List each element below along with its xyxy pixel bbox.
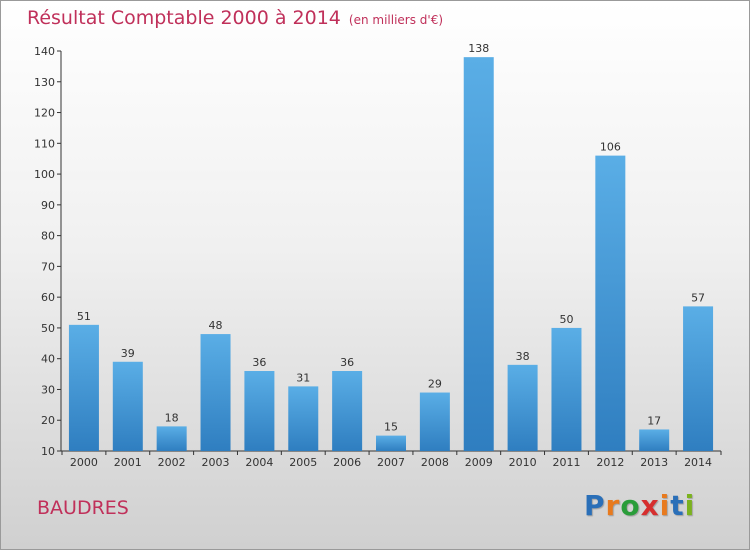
x-tick-label: 2009 [465,456,493,469]
bar [288,386,319,451]
y-tick-label: 40 [41,353,55,366]
bar [595,155,626,451]
x-tick-label: 2014 [684,456,712,469]
bar [639,429,670,451]
x-tick-label: 2011 [552,456,580,469]
data-label: 29 [428,378,442,391]
logo-letter: i [659,489,671,522]
data-labels: 2000 51 2001 39 2002 18 2003 48 2004 36 2005 31 2006… [70,42,712,469]
logo-letter: x [640,489,660,522]
data-label: 51 [77,310,91,323]
x-tick-label: 2012 [596,456,624,469]
x-tick-label: 2006 [333,456,361,469]
bar [68,324,99,451]
x-tick-label: 2003 [202,456,230,469]
y-tick-label: 110 [34,137,55,150]
y-tick-label: 140 [34,45,55,58]
logo-letter: o [620,489,641,522]
x-tick-label: 2007 [377,456,405,469]
y-tick-label: 80 [41,230,55,243]
bar [419,392,450,451]
data-label: 50 [559,313,573,326]
y-tick-label: 30 [41,383,55,396]
bar [200,334,231,451]
logo-letter: r [605,489,621,522]
data-label: 57 [691,291,705,304]
data-label: 38 [516,350,530,363]
y-tick-label: 60 [41,291,55,304]
y-tick-label: 10 [41,445,55,458]
chart-subtitle: (en milliers d'€) [348,13,444,27]
y-tick-label: 50 [41,322,55,335]
x-tick-label: 2005 [289,456,317,469]
bar [156,426,187,451]
x-tick-label: 2001 [114,456,142,469]
logo-letter: P [584,489,606,522]
chart-title: Résultat Comptable 2000 à 2014 (en millie… [27,7,443,29]
x-tick-label: 2000 [70,456,98,469]
y-tick-label: 20 [41,414,55,427]
proxiti-logo: Proxiti [584,489,695,522]
data-label: 48 [209,319,223,332]
data-label: 18 [165,411,179,424]
y-tick-label: 120 [34,107,55,120]
data-label: 138 [468,42,489,55]
bar [332,371,363,451]
logo-letter: t [670,489,685,522]
data-label: 17 [647,414,661,427]
bar [244,371,275,451]
bars [68,57,714,452]
bar [551,327,582,451]
x-tick-label: 2013 [640,456,668,469]
bar [376,435,406,451]
y-tick-label: 100 [34,168,55,181]
y-tick-label: 70 [41,260,55,273]
data-label: 39 [121,347,135,360]
title-text: Résultat Comptable 2000 à 2014 [27,7,341,29]
y-tick-label: 130 [34,76,55,89]
data-label: 36 [340,356,354,369]
y-tick-label: 90 [41,199,55,212]
data-label: 106 [600,141,621,154]
bar [683,306,714,451]
bar [507,364,538,451]
x-tick-label: 2010 [509,456,537,469]
data-label: 36 [252,356,266,369]
data-label: 31 [296,371,310,384]
x-tick-label: 2002 [158,456,186,469]
x-tick-label: 2004 [245,456,273,469]
bar [463,57,494,452]
x-tick-label: 2008 [421,456,449,469]
data-label: 15 [384,421,398,434]
bar [112,361,143,451]
commune-name: BAUDRES [37,497,129,519]
logo-letter: i [684,489,696,522]
